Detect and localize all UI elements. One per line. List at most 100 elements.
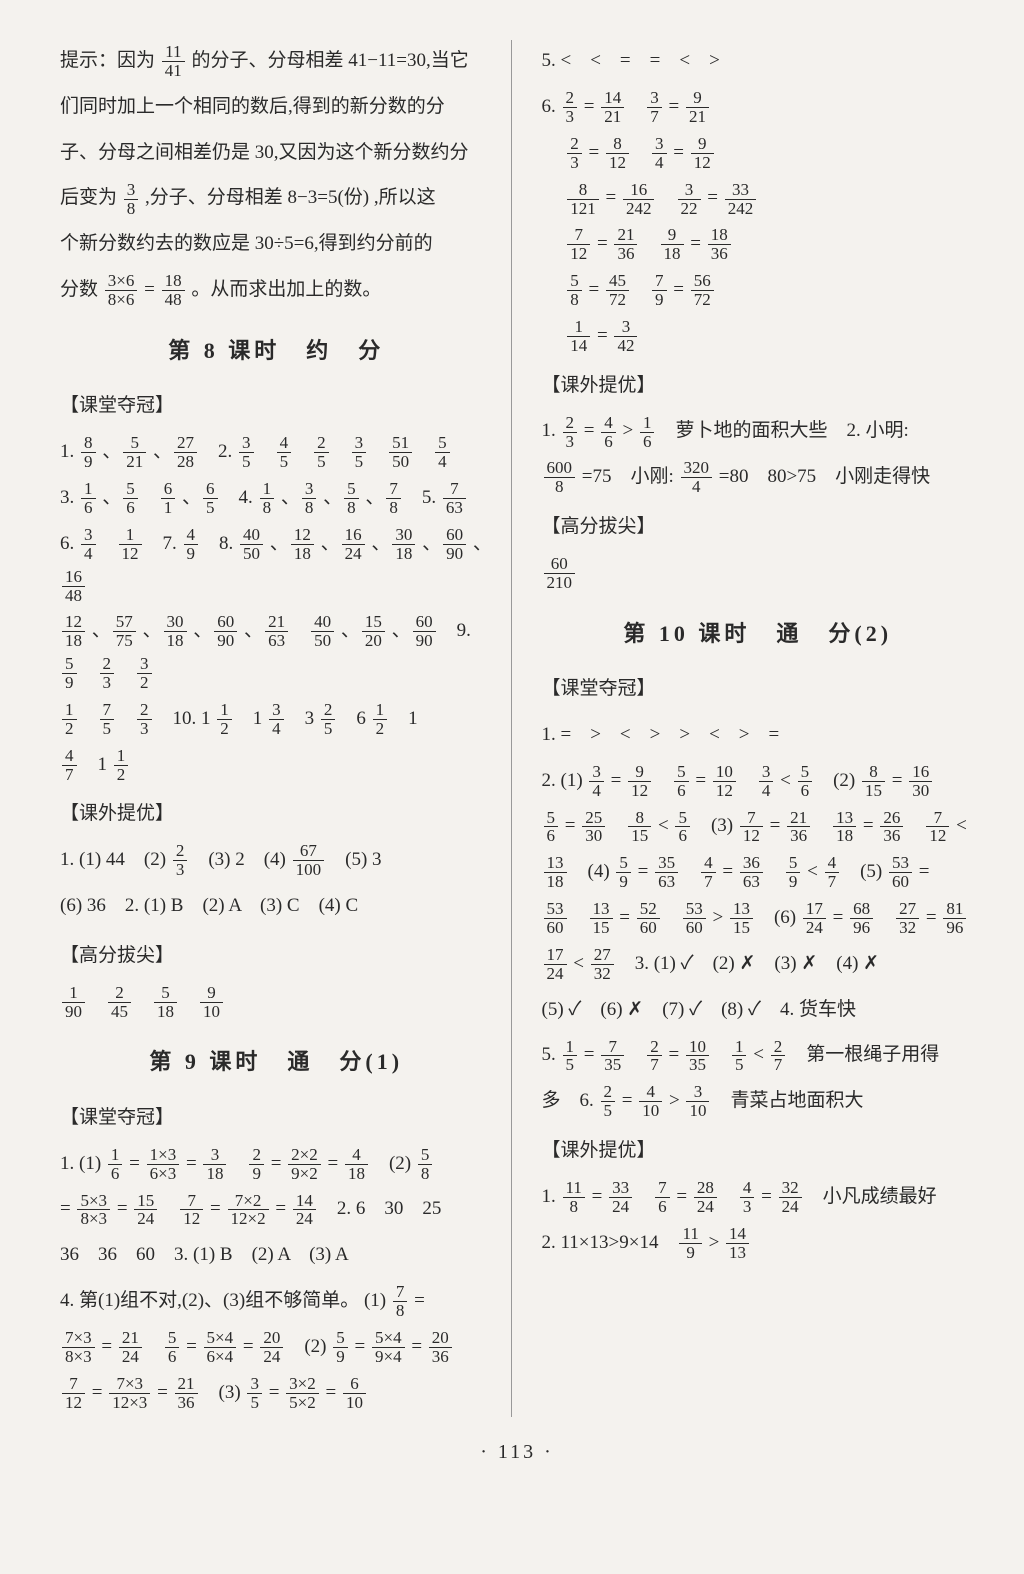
answer-line: 712 = 7×312×3 = 2136 (3) 35 = 3×25×2 = 6… [60, 1372, 493, 1414]
fraction: 54 [435, 434, 450, 471]
answer-line: 6. 23 = 1421 37 = 921 [542, 86, 975, 128]
fraction: 318 [203, 1146, 226, 1183]
fraction: 245 [108, 984, 131, 1021]
answer-line: 2. 11×13>9×14 119 > 1413 [542, 1222, 975, 1264]
fraction: 119 [679, 1225, 701, 1262]
fraction: 47 [825, 854, 840, 891]
fraction: 38 [124, 181, 139, 218]
fraction: 23 [137, 701, 152, 738]
answer-line: 2. (1) 34 = 912 56 = 1012 34 < 56 (2) 81… [542, 760, 975, 802]
fraction: 15 [563, 1038, 578, 1075]
section-classroom-label: 【课堂夺冠】 [542, 668, 975, 710]
fraction: 18 [260, 480, 275, 517]
fraction: 32 [137, 655, 152, 692]
fraction: 763 [443, 480, 466, 517]
fraction: 1836 [708, 226, 731, 263]
fraction: 59 [333, 1329, 348, 1366]
fraction: 1724 [544, 946, 567, 983]
fraction: 114 [567, 318, 590, 355]
fraction: 7×312×3 [109, 1375, 150, 1412]
fraction: 56 [544, 809, 559, 846]
fraction: 118 [563, 1179, 585, 1216]
answer-line: 1. 89 、521 、2728 2. 35 45 25 35 5150 54 [60, 431, 493, 473]
answer-line: 56 = 2530 815 < 56 (3) 712 = 2136 1318 =… [542, 805, 975, 847]
fraction: 2163 [265, 613, 288, 650]
fraction: 3×25×2 [286, 1375, 319, 1412]
fraction: 56 [123, 480, 138, 517]
fraction: 1724 [803, 900, 826, 937]
fraction: 3563 [655, 854, 678, 891]
section-extra-label: 【课外提优】 [542, 1130, 975, 1172]
fraction: 34 [81, 526, 96, 563]
fraction: 58 [344, 480, 359, 517]
fraction: 5×46×4 [204, 1329, 237, 1366]
answer-line: 6008 =75 小刚: 3204 =80 80>75 小刚走得快 [542, 456, 975, 498]
section-extra-label: 【课外提优】 [542, 365, 975, 407]
answer-line: 5360 1315 = 5260 5360 > 1315 (6) 1724 = … [542, 897, 975, 939]
fraction: 47 [701, 854, 716, 891]
answer-line: 1318 (4) 59 = 3563 47 = 3663 59 < 47 (5)… [542, 851, 975, 893]
fraction: 59 [786, 854, 801, 891]
fraction: 1318 [833, 809, 856, 846]
fraction: 1524 [134, 1192, 157, 1229]
fraction: 4572 [606, 272, 629, 309]
fraction: 78 [393, 1283, 408, 1320]
fraction: 712 [62, 1375, 85, 1412]
intro-line: 提示：因为 1141 的分子、分母相差 41−11=30,当它 [60, 40, 493, 82]
fraction: 5360 [544, 900, 567, 937]
fraction: 521 [123, 434, 146, 471]
fraction: 12 [62, 701, 77, 738]
fraction: 735 [601, 1038, 624, 1075]
answer-line: 1. = > < > > < > = [542, 714, 975, 756]
fraction: 2136 [614, 226, 637, 263]
fraction: 12 [114, 747, 129, 784]
answer-line: 4. 第(1)组不对,(2)、(3)组不够简单。 (1) 78 = [60, 1280, 493, 1322]
fraction: 61 [161, 480, 176, 517]
fraction: 1624 [342, 526, 365, 563]
fraction: 23 [563, 89, 578, 126]
fraction: 5260 [637, 900, 660, 937]
fraction: 25 [314, 434, 329, 471]
fraction: 1×36×3 [147, 1146, 180, 1183]
fraction: 921 [686, 89, 709, 126]
fraction: 34 [759, 763, 774, 800]
answer-line: 8121 = 16242 322 = 33242 [542, 177, 975, 219]
lesson-8-title: 第 8 课时 约 分 [60, 327, 493, 375]
fraction: 2636 [880, 809, 903, 846]
fraction: 38 [302, 480, 317, 517]
fraction: 56 [798, 763, 813, 800]
answer-line: 6. 34 112 7. 49 8. 4050 、1218 、1624 、301… [60, 523, 493, 607]
fraction: 75 [100, 701, 115, 738]
intro-line: 分数 3×68×6 = 1848 。从而求出加上的数。 [60, 269, 493, 311]
intro-line: 后变为 38 ,分子、分母相差 8−3=5(份) ,所以这 [60, 177, 493, 219]
fraction: 1848 [162, 272, 185, 309]
fraction: 322 [678, 181, 701, 218]
fraction: 37 [647, 89, 662, 126]
fraction: 2×29×2 [288, 1146, 321, 1183]
fraction: 35 [247, 1375, 262, 1412]
fraction: 43 [740, 1179, 755, 1216]
fraction: 58 [418, 1146, 433, 1183]
fraction: 6090 [443, 526, 466, 563]
page-number: · 113 · [60, 1441, 974, 1464]
fraction: 3324 [609, 1179, 632, 1216]
answer-line: 1. 23 = 46 > 16 萝卜地的面积大些 2. 小明: [542, 410, 975, 452]
answer-line: 190 245 518 910 [60, 981, 493, 1023]
fraction: 910 [200, 984, 223, 1021]
section-extra-label: 【课外提优】 [60, 793, 493, 835]
fraction: 59 [616, 854, 631, 891]
left-column: 提示：因为 1141 的分子、分母相差 41−11=30,当它 们同时加上一个相… [60, 40, 512, 1417]
fraction: 25 [601, 1083, 616, 1120]
fraction: 712 [567, 226, 590, 263]
fraction: 1413 [726, 1225, 749, 1262]
fraction: 33242 [725, 181, 757, 218]
fraction: 1315 [730, 900, 753, 937]
fraction: 1421 [601, 89, 624, 126]
right-column: 5. < < = = < > 6. 23 = 1421 37 = 921 23 … [532, 40, 975, 1417]
fraction: 4050 [311, 613, 334, 650]
answer-line: 712 = 2136 918 = 1836 [542, 223, 975, 265]
fraction: 3018 [164, 613, 187, 650]
fraction: 912 [628, 763, 651, 800]
answer-line: 12 75 23 10. 1 12 1 34 3 25 6 12 1 [60, 698, 493, 740]
fraction: 518 [154, 984, 177, 1021]
